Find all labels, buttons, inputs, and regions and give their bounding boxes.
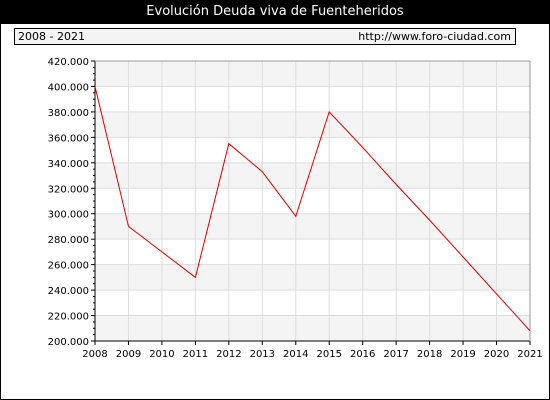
background-band: [95, 264, 530, 291]
y-tick-label: 200.000: [48, 337, 89, 348]
tick-marks: [91, 60, 531, 345]
y-tick-labels: 200.000 220.000 240.000 260.000 280.000 300.0…: [48, 57, 89, 348]
y-tick-label: 380.000: [48, 108, 89, 119]
background-band: [95, 315, 530, 341]
y-tick-label: 320.000: [48, 184, 89, 195]
x-tick-label: 2020: [484, 349, 509, 360]
series-lines: [94, 86, 531, 332]
y-tick-label: 280.000: [48, 235, 89, 246]
y-tick-label: 260.000: [48, 261, 89, 272]
y-tick-label: 340.000: [48, 159, 89, 170]
series-line: [94, 86, 531, 332]
background-band: [95, 61, 530, 87]
x-tick-label: 2010: [149, 349, 174, 360]
chart-title: Evolución Deuda viva de Fuenteheridos: [0, 0, 550, 24]
x-tick-label: 2021: [517, 349, 542, 360]
period-label: 2008 - 2021: [18, 30, 85, 43]
x-tick-label: 2017: [383, 349, 408, 360]
x-tick-label: 2014: [283, 349, 308, 360]
x-tick-label: 2015: [317, 349, 342, 360]
y-tick-label: 400.000: [48, 82, 89, 93]
y-tick-label: 420.000: [48, 57, 89, 68]
background-band: [95, 111, 530, 138]
background-band: [95, 213, 530, 240]
grid-lines: [94, 60, 531, 342]
background-band: [95, 162, 530, 189]
x-tick-label: 2009: [116, 349, 141, 360]
axes: [94, 60, 531, 342]
x-tick-label: 2018: [417, 349, 442, 360]
background-bands: [95, 61, 530, 341]
x-tick-label: 2008: [82, 349, 107, 360]
x-tick-label: 2013: [250, 349, 275, 360]
x-tick-label: 2016: [350, 349, 375, 360]
x-tick-labels: 2008 2009 2010 2011 2012 2013 2014 2015 2016 2017…: [82, 349, 542, 360]
y-tick-label: 360.000: [48, 133, 89, 144]
y-tick-label: 240.000: [48, 286, 89, 297]
y-tick-label: 220.000: [48, 312, 89, 323]
y-tick-label: 300.000: [48, 210, 89, 221]
source-link[interactable]: http://www.foro-ciudad.com: [358, 30, 511, 43]
info-box: 2008 - 2021 http://www.foro-ciudad.com: [14, 28, 516, 45]
x-tick-label: 2011: [183, 349, 208, 360]
x-tick-label: 2012: [216, 349, 241, 360]
x-tick-label: 2019: [450, 349, 475, 360]
